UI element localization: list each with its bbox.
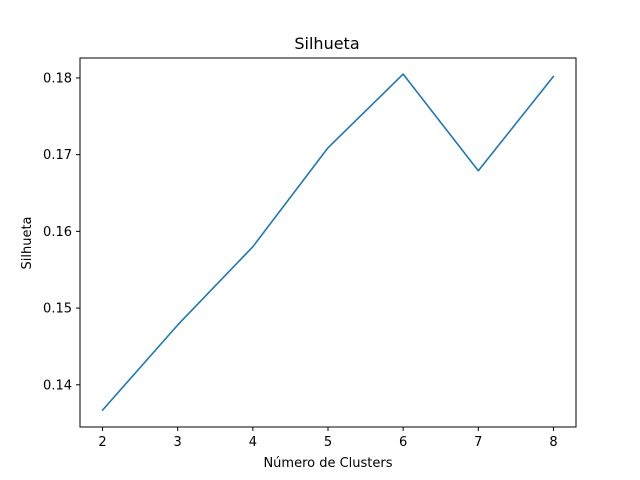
axes-frame — [79, 57, 577, 428]
y-axis: 0.14 0.15 0.16 0.17 0.18 — [43, 71, 80, 393]
y-tick-label: 0.15 — [43, 302, 72, 317]
x-tick-label: 2 — [98, 435, 106, 450]
y-axis-label: Silhueta — [20, 216, 35, 269]
x-tick-label: 7 — [474, 435, 482, 450]
plot-area — [101, 73, 555, 411]
x-axis-label: Número de Clusters — [263, 456, 392, 471]
x-tick-label: 6 — [399, 435, 407, 450]
x-tick-label: 8 — [549, 435, 557, 450]
x-axis: 2 3 4 5 6 7 8 — [98, 427, 558, 450]
series-line — [101, 73, 555, 411]
y-tick-label: 0.14 — [43, 378, 72, 393]
y-tick-label: 0.16 — [43, 225, 72, 240]
x-tick-label: 5 — [324, 435, 332, 450]
chart-title: Silhueta — [294, 34, 359, 53]
y-tick-label: 0.18 — [43, 71, 72, 86]
x-tick-label: 3 — [174, 435, 182, 450]
y-tick-label: 0.17 — [43, 148, 72, 163]
x-tick-label: 4 — [249, 435, 257, 450]
